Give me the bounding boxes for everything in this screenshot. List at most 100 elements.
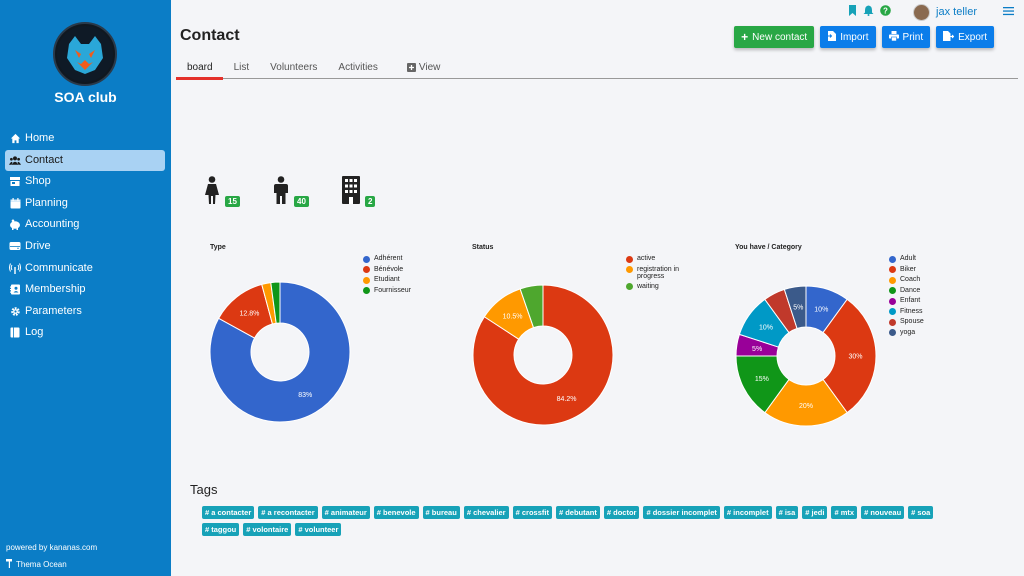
donut-slice-2-1[interactable] (822, 298, 877, 414)
sidebar-item-planning[interactable]: Planning (5, 193, 165, 214)
sidebar-item-home[interactable]: Home (5, 128, 165, 149)
tag-chip[interactable]: # isa (775, 506, 799, 519)
stat-male-count: 40 (272, 176, 309, 209)
bookmark-icon[interactable] (848, 5, 857, 19)
legend-entry[interactable]: active (626, 255, 696, 263)
tag-chip[interactable]: # animateur (321, 506, 370, 519)
menu-icon[interactable] (1003, 6, 1014, 19)
tag-chip[interactable]: # taggou (202, 523, 240, 536)
legend-entry[interactable]: Fournisseur (363, 287, 411, 294)
tag-chip[interactable]: # debutant (555, 506, 600, 519)
sidebar-item-contact[interactable]: Contact (5, 149, 165, 171)
legend-entry[interactable]: Coach (889, 276, 924, 284)
tag-chip[interactable]: # jedi (802, 506, 828, 519)
sidebar-item-shop[interactable]: Shop (5, 171, 165, 192)
sidebar-item-drive[interactable]: Drive (5, 236, 165, 257)
import-button[interactable]: Import (820, 26, 876, 48)
data-label-2-2: 20% (799, 403, 813, 410)
tag-chip[interactable]: # a contacter (202, 506, 255, 519)
user-name[interactable]: jax teller (936, 6, 977, 18)
chart-title-type: Type (210, 244, 226, 251)
avatar[interactable] (913, 3, 931, 21)
top-bar: ? jax teller (848, 3, 1014, 21)
club-logo[interactable] (53, 22, 117, 86)
plus-square-icon (406, 62, 416, 75)
hdd-icon (9, 240, 21, 252)
donut-slice-0-3[interactable] (270, 281, 281, 324)
legend-entry[interactable]: waiting (626, 282, 696, 290)
tag-chip[interactable]: # benevole (373, 506, 419, 519)
legend-entry[interactable]: Etudiant (363, 276, 411, 284)
tab-board[interactable]: board (176, 59, 223, 80)
tag-chip[interactable]: # nouveau (861, 506, 905, 519)
legend-swatch (889, 297, 896, 305)
piggy-bank-icon (9, 219, 21, 231)
sidebar-item-communicate[interactable]: Communicate (5, 258, 165, 279)
legend-entry[interactable]: Dance (889, 287, 924, 294)
legend-swatch (889, 255, 896, 263)
status-donut-chart: 84.2% 10.5% (472, 284, 614, 426)
legend-swatch (626, 283, 633, 290)
powered-by-link[interactable]: powered by kananas.com (6, 543, 98, 552)
tag-chip[interactable]: # volunteer (295, 523, 342, 536)
log-icon (9, 327, 21, 339)
bell-icon[interactable] (863, 5, 874, 19)
legend-entry[interactable]: Spouse (889, 318, 924, 326)
count-badge: 15 (225, 196, 240, 207)
tab-view[interactable]: View (396, 59, 451, 78)
sidebar-item-log[interactable]: Log (5, 322, 165, 343)
tag-chip[interactable]: # bureau (422, 506, 460, 519)
theme-selector[interactable]: Thema Ocean (6, 559, 67, 570)
tag-chip[interactable]: # volontaire (243, 523, 292, 536)
count-badge: 40 (294, 196, 309, 207)
legend-swatch (889, 266, 896, 273)
tag-chip[interactable]: # chevalier (463, 506, 509, 519)
tag-chip[interactable]: # doctor (603, 506, 640, 519)
data-label-1-1: 10.5% (503, 313, 523, 320)
legend-entry[interactable]: Bénévole (363, 266, 411, 273)
data-label-2-3: 15% (755, 376, 769, 383)
donut-slice-0-0[interactable] (209, 281, 351, 423)
legend-label: Etudiant (374, 276, 400, 283)
tab-list[interactable]: List (233, 62, 250, 73)
legend-entry[interactable]: Adult (889, 255, 924, 263)
tag-chip[interactable]: # soa (908, 506, 934, 519)
export-button[interactable]: Export (936, 26, 994, 48)
legend-swatch (363, 255, 370, 263)
broadcast-icon (9, 262, 21, 274)
legend-swatch (889, 318, 896, 326)
legend-entry[interactable]: Biker (889, 266, 924, 273)
legend-entry[interactable]: registration in progress (626, 266, 696, 280)
legend-entry[interactable]: Enfant (889, 297, 924, 305)
tags-list: # a contacter # a recontacter # animateur #… (202, 506, 962, 536)
sidebar-item-accounting[interactable]: Accounting (5, 214, 165, 235)
tag-chip[interactable]: # a recontacter (258, 506, 318, 519)
sidebar-item-membership[interactable]: Membership (5, 279, 165, 300)
legend-swatch (363, 276, 370, 284)
tag-chip[interactable]: # incomplet (723, 506, 772, 519)
legend-entry[interactable]: yoga (889, 328, 924, 336)
sidebar-item-label: Drive (25, 239, 51, 252)
shop-icon (9, 176, 21, 188)
legend-entry[interactable]: Adhérent (363, 255, 411, 263)
sidebar-nav: Home Contact Shop Planning Accounting Dr… (5, 128, 165, 344)
new-contact-button[interactable]: + New contact (734, 26, 815, 48)
legend-swatch (363, 287, 370, 294)
print-button[interactable]: Print (881, 26, 931, 48)
tag-chip[interactable]: # dossier incomplet (643, 506, 720, 519)
donut-slice-1-2[interactable] (519, 284, 544, 329)
chart-title-category: You have / Category (735, 244, 802, 251)
help-icon[interactable]: ? (880, 5, 891, 19)
legend-label: waiting (637, 282, 659, 290)
legend-entry[interactable]: Fitness (889, 308, 924, 315)
tab-activities[interactable]: Activities (338, 62, 378, 73)
tab-volunteers[interactable]: Volunteers (270, 62, 318, 73)
tag-chip[interactable]: # crossfit (512, 506, 552, 519)
legend-label: yoga (900, 328, 916, 336)
sidebar-item-parameters[interactable]: Parameters (5, 301, 165, 322)
data-label-1-0: 84.2% (557, 396, 577, 403)
donut-slice-1-0[interactable] (472, 284, 614, 426)
donut-slice-2-7[interactable] (783, 285, 807, 330)
club-name: SOA club (54, 89, 117, 105)
tag-chip[interactable]: # mtx (831, 506, 858, 519)
